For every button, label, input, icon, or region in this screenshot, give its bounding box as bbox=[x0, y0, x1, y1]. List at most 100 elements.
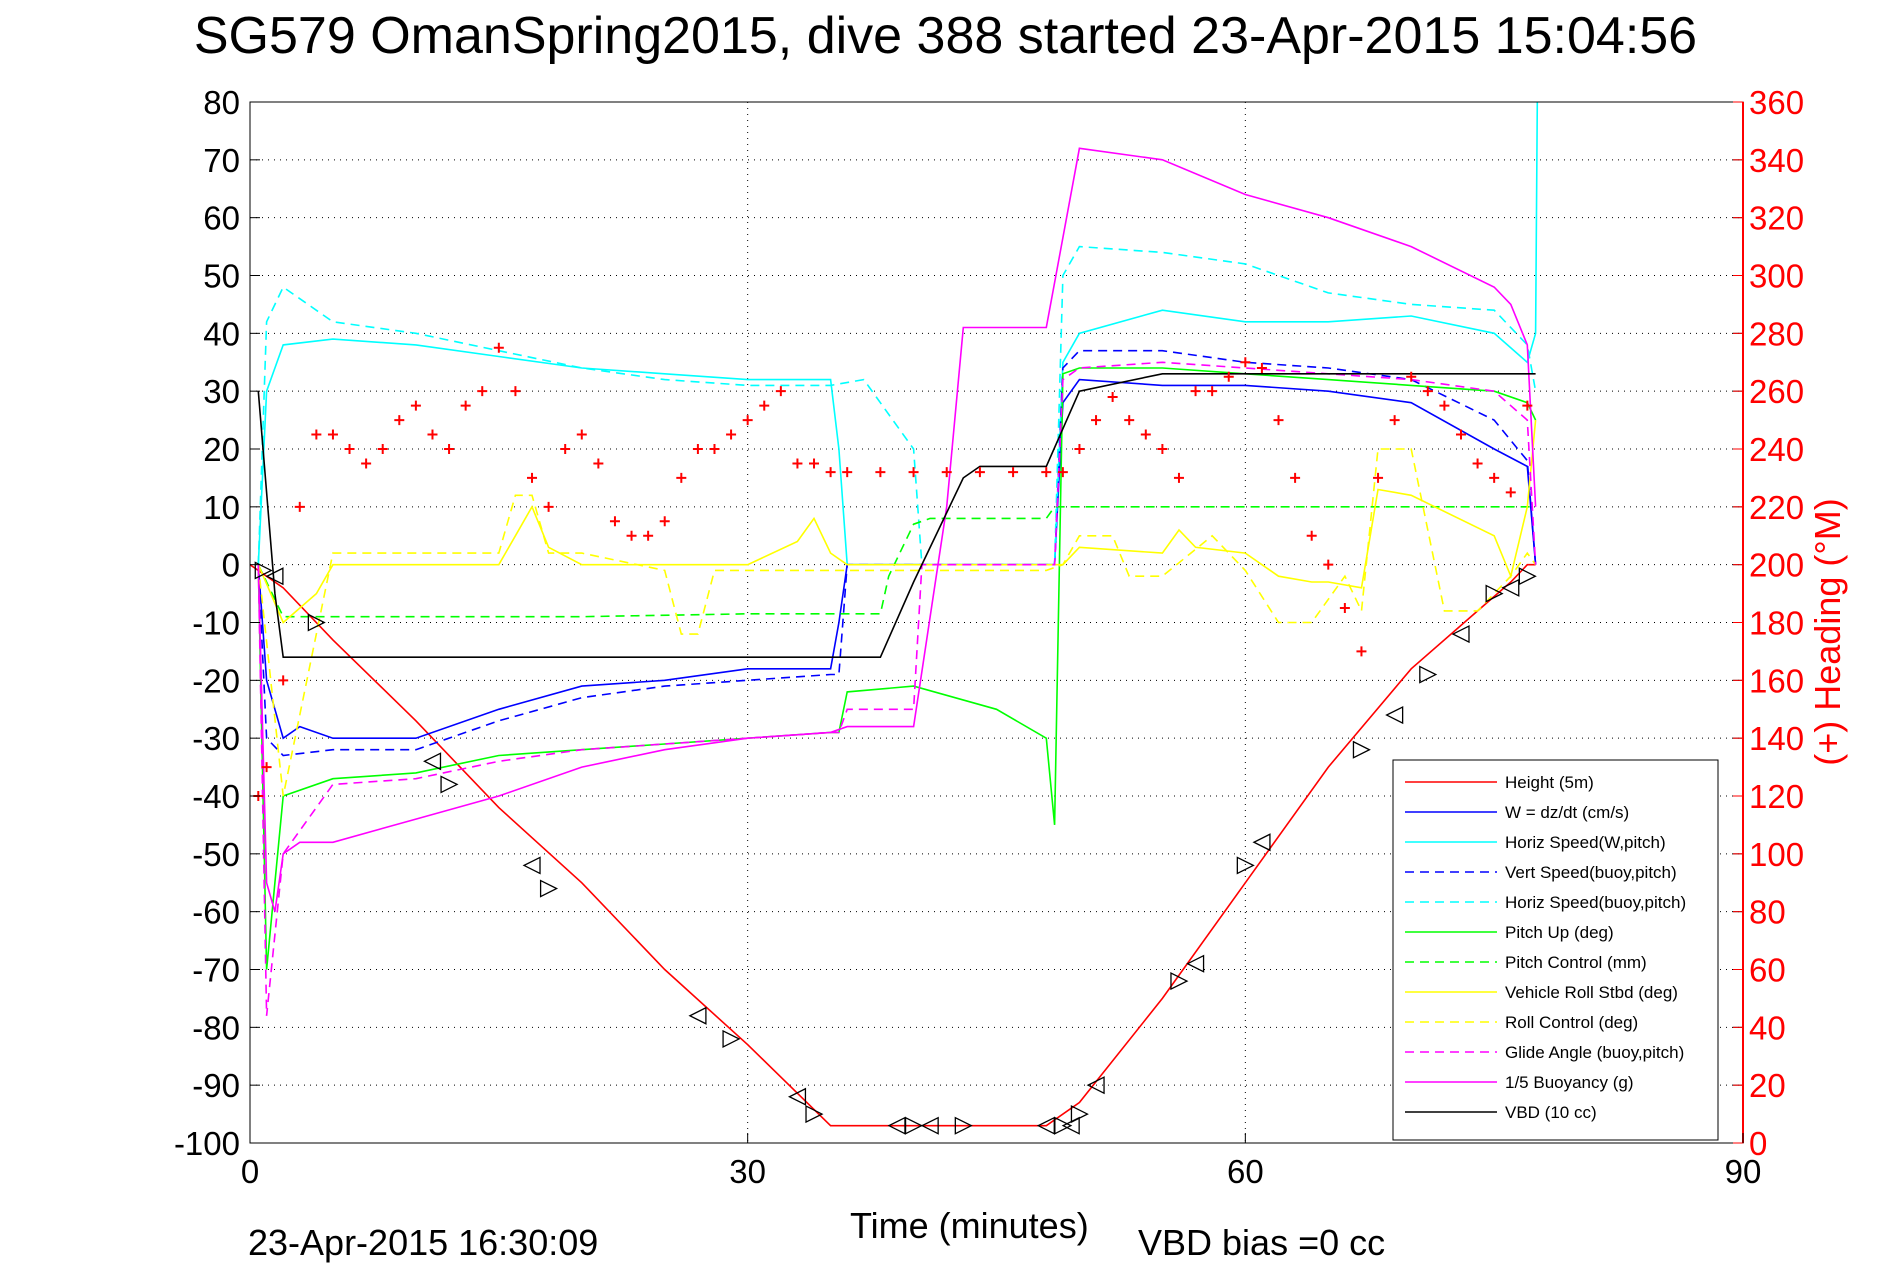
heading-point bbox=[261, 762, 272, 773]
heading-point bbox=[609, 516, 620, 527]
legend-entry: Vert Speed(buoy,pitch) bbox=[1505, 863, 1677, 882]
heading-point bbox=[460, 400, 471, 411]
legend-entry: W = dz/dt (cm/s) bbox=[1505, 803, 1629, 822]
left-tick-label: -90 bbox=[192, 1067, 240, 1104]
right-tick-label: 0 bbox=[1749, 1125, 1767, 1162]
heading-point bbox=[294, 501, 305, 512]
legend-entry: VBD (10 cc) bbox=[1505, 1103, 1597, 1122]
triangle-marker bbox=[1385, 705, 1404, 725]
right-tick-label: 20 bbox=[1749, 1067, 1786, 1104]
heading-point bbox=[842, 467, 853, 478]
heading-point bbox=[510, 386, 521, 397]
legend-box bbox=[1392, 759, 1719, 1141]
triangle-markers bbox=[254, 561, 1537, 1135]
heading-point bbox=[709, 444, 720, 454]
left-tick-label: -70 bbox=[192, 952, 240, 989]
left-tick-label: -30 bbox=[192, 720, 240, 757]
heading-point bbox=[1057, 467, 1068, 478]
right-axis-label: (+) Heading (°M) bbox=[1807, 498, 1848, 766]
series-pitch-up-deg bbox=[257, 367, 1537, 970]
triangle-marker bbox=[440, 775, 459, 794]
heading-point bbox=[1290, 472, 1301, 483]
left-tick-label: -100 bbox=[174, 1125, 240, 1162]
heading-point bbox=[1223, 371, 1234, 382]
heading-point bbox=[344, 444, 355, 454]
heading-point bbox=[908, 467, 919, 478]
right-tick-label: 240 bbox=[1749, 431, 1804, 468]
triangle-marker bbox=[1501, 578, 1520, 597]
right-tick-label: 340 bbox=[1749, 142, 1804, 179]
triangle-marker bbox=[1518, 567, 1537, 586]
series-layer bbox=[249, 101, 1539, 1127]
heading-point bbox=[974, 467, 985, 478]
legend: Height (5m) W = dz/dt (cm/s) Horiz Speed(W… bbox=[1392, 759, 1719, 1141]
heading-point bbox=[1489, 472, 1500, 483]
triangle-marker bbox=[254, 561, 273, 580]
triangle-marker bbox=[1170, 972, 1189, 991]
legend-entry: Height (5m) bbox=[1505, 773, 1594, 792]
heading-point bbox=[792, 458, 803, 469]
triangle-marker bbox=[1086, 1076, 1105, 1095]
right-tick-label: 60 bbox=[1749, 952, 1786, 989]
x-tick-label: 90 bbox=[1725, 1153, 1762, 1190]
heading-point bbox=[361, 458, 372, 469]
triangle-marker bbox=[423, 752, 442, 771]
triangle-marker bbox=[1252, 833, 1271, 852]
heading-point bbox=[875, 467, 886, 478]
heading-point bbox=[676, 472, 687, 483]
heading-point bbox=[278, 675, 289, 686]
series-vbd-10-cc bbox=[257, 372, 1536, 659]
left-tick-label: 80 bbox=[203, 84, 240, 121]
triangle-marker bbox=[722, 1029, 741, 1048]
right-tick-label: 120 bbox=[1749, 778, 1804, 815]
heading-point bbox=[1256, 363, 1267, 374]
right-tick-label: 100 bbox=[1749, 836, 1804, 873]
heading-point bbox=[1041, 467, 1052, 478]
heading-point bbox=[1190, 386, 1201, 397]
heading-point bbox=[1140, 429, 1151, 440]
triangle-marker bbox=[1352, 740, 1371, 759]
left-tick-label: -50 bbox=[192, 836, 240, 873]
triangle-marker bbox=[920, 1116, 939, 1135]
heading-point bbox=[1273, 415, 1284, 426]
heading-point bbox=[576, 429, 587, 440]
left-tick-label: 40 bbox=[203, 315, 240, 352]
heading-point bbox=[444, 444, 455, 454]
heading-point bbox=[1455, 429, 1466, 440]
heading-point bbox=[643, 530, 654, 541]
left-axis: 80 70 60 50 40 30 20 10 0 -10 -20 -30 -40 -50 -60 -70 -8… bbox=[174, 84, 1743, 1162]
vbd-bias-note: VBD bias =0 cc bbox=[1138, 1222, 1386, 1263]
heading-point bbox=[626, 530, 637, 541]
heading-point bbox=[493, 342, 504, 353]
heading-point bbox=[527, 472, 538, 483]
heading-point bbox=[742, 415, 753, 426]
heading-point bbox=[1173, 472, 1184, 483]
heading-point bbox=[1107, 391, 1118, 402]
footer-timestamp: 23-Apr-2015 16:30:09 bbox=[248, 1222, 599, 1263]
series-roll-control-deg bbox=[257, 448, 1537, 797]
left-tick-label: -60 bbox=[192, 894, 240, 931]
x-tick-label: 30 bbox=[729, 1153, 766, 1190]
triangle-marker bbox=[539, 879, 559, 898]
heading-point bbox=[1373, 472, 1384, 483]
heading-point bbox=[1339, 603, 1350, 614]
legend-entry: Roll Control (deg) bbox=[1505, 1013, 1638, 1032]
right-axis: 3603403203002802602402202001801601401201… bbox=[1733, 84, 1804, 1162]
left-tick-label: 0 bbox=[222, 547, 240, 584]
triangle-marker bbox=[1419, 665, 1438, 684]
right-tick-label: 140 bbox=[1749, 720, 1804, 757]
heading-point bbox=[477, 386, 488, 397]
heading-point bbox=[543, 501, 554, 512]
left-tick-label: 50 bbox=[203, 258, 240, 295]
triangle-marker bbox=[1186, 954, 1205, 973]
right-tick-label: 300 bbox=[1749, 258, 1804, 295]
heading-point bbox=[1074, 444, 1085, 454]
right-tick-label: 160 bbox=[1749, 662, 1804, 699]
series-horiz-speed-w-pitch bbox=[257, 101, 1539, 566]
triangle-marker bbox=[1054, 1116, 1073, 1135]
heading-point bbox=[941, 467, 952, 478]
heading-point bbox=[1356, 646, 1367, 657]
heading-point bbox=[427, 429, 438, 440]
heading-point bbox=[1207, 386, 1218, 397]
triangle-marker bbox=[522, 856, 541, 875]
